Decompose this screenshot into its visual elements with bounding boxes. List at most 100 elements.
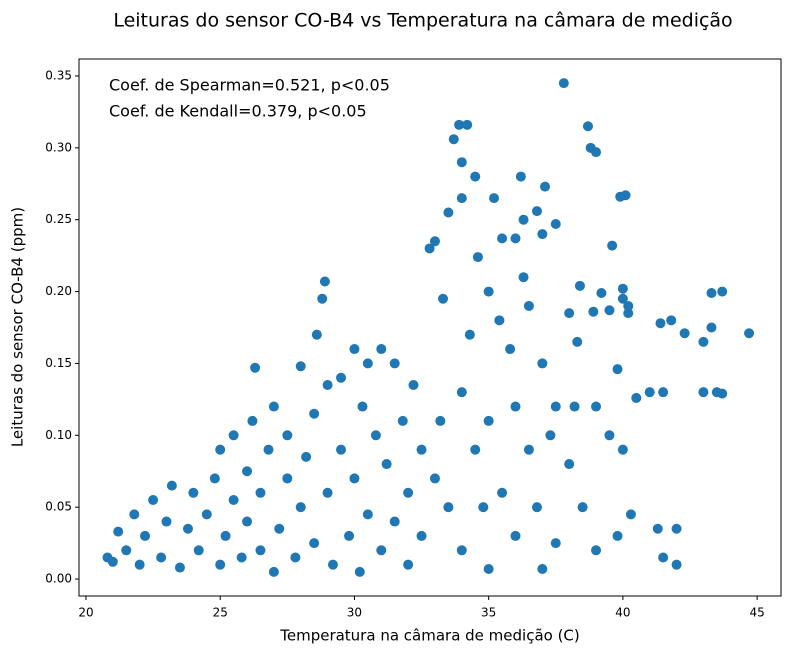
point	[658, 387, 669, 398]
point	[424, 243, 435, 254]
x-tick-label: 40	[615, 606, 630, 620]
point	[443, 207, 454, 218]
point	[416, 530, 427, 541]
point	[510, 530, 521, 541]
point	[537, 563, 548, 574]
point	[607, 240, 618, 251]
point	[510, 401, 521, 412]
point	[255, 487, 266, 498]
point	[354, 566, 365, 577]
point	[591, 147, 602, 158]
point	[497, 487, 508, 498]
point	[336, 444, 347, 455]
point	[319, 276, 330, 287]
point	[596, 288, 607, 299]
point	[438, 293, 449, 304]
point	[389, 358, 400, 369]
point	[209, 473, 220, 484]
point	[572, 336, 583, 347]
point	[470, 444, 481, 455]
y-tick-label: 0.10	[45, 428, 72, 442]
point	[250, 362, 261, 373]
point	[295, 361, 306, 372]
point	[564, 308, 575, 319]
point	[215, 444, 226, 455]
point	[228, 430, 239, 441]
point	[220, 530, 231, 541]
y-tick-label: 0.35	[45, 68, 72, 82]
point	[617, 293, 628, 304]
point	[263, 444, 274, 455]
point	[148, 494, 159, 505]
x-tick-label: 25	[213, 606, 228, 620]
point	[537, 358, 548, 369]
point	[523, 444, 534, 455]
point	[247, 415, 258, 426]
point	[362, 358, 373, 369]
point	[462, 119, 473, 130]
point	[448, 134, 459, 145]
point	[604, 305, 615, 316]
x-axis-label: Temperatura na câmara de medição (C)	[279, 627, 580, 645]
point	[518, 214, 529, 225]
point	[569, 401, 580, 412]
point	[156, 552, 167, 563]
point	[357, 401, 368, 412]
point	[623, 300, 634, 311]
plot-frame	[78, 58, 782, 597]
point	[317, 293, 328, 304]
point	[744, 328, 755, 339]
point	[161, 516, 172, 527]
point	[604, 430, 615, 441]
point	[193, 545, 204, 556]
point	[376, 344, 387, 355]
point	[236, 552, 247, 563]
point	[666, 315, 677, 326]
point	[121, 545, 132, 556]
point	[612, 530, 623, 541]
point	[403, 487, 414, 498]
point	[550, 219, 561, 230]
point	[309, 408, 320, 419]
point	[483, 286, 494, 297]
point	[478, 502, 489, 513]
point	[182, 523, 193, 534]
point	[631, 392, 642, 403]
point	[322, 487, 333, 498]
point	[717, 286, 728, 297]
point	[537, 229, 548, 240]
point	[140, 530, 151, 541]
point	[545, 430, 556, 441]
point	[376, 545, 387, 556]
point	[327, 559, 338, 570]
point	[381, 459, 392, 470]
point	[301, 451, 312, 462]
point	[322, 379, 333, 390]
point	[470, 171, 481, 182]
point	[309, 538, 320, 549]
y-tick-label: 0.25	[45, 212, 72, 226]
point	[344, 530, 355, 541]
x-tick-label: 35	[481, 606, 496, 620]
point	[174, 562, 185, 573]
point	[282, 430, 293, 441]
point	[403, 559, 414, 570]
point	[582, 121, 593, 132]
point	[166, 480, 177, 491]
point	[625, 509, 636, 520]
annotation: Coef. de Kendall=0.379, p<0.05	[109, 102, 367, 121]
point	[644, 387, 655, 398]
point	[671, 523, 682, 534]
point	[717, 388, 728, 399]
point	[588, 306, 599, 317]
y-tick-label: 0.00	[45, 572, 72, 586]
point	[505, 344, 516, 355]
y-tick-label: 0.20	[45, 284, 72, 298]
point	[655, 318, 666, 329]
point	[658, 552, 669, 563]
point	[706, 322, 717, 333]
point	[201, 509, 212, 520]
point	[489, 193, 500, 204]
point	[698, 387, 709, 398]
point	[242, 466, 253, 477]
